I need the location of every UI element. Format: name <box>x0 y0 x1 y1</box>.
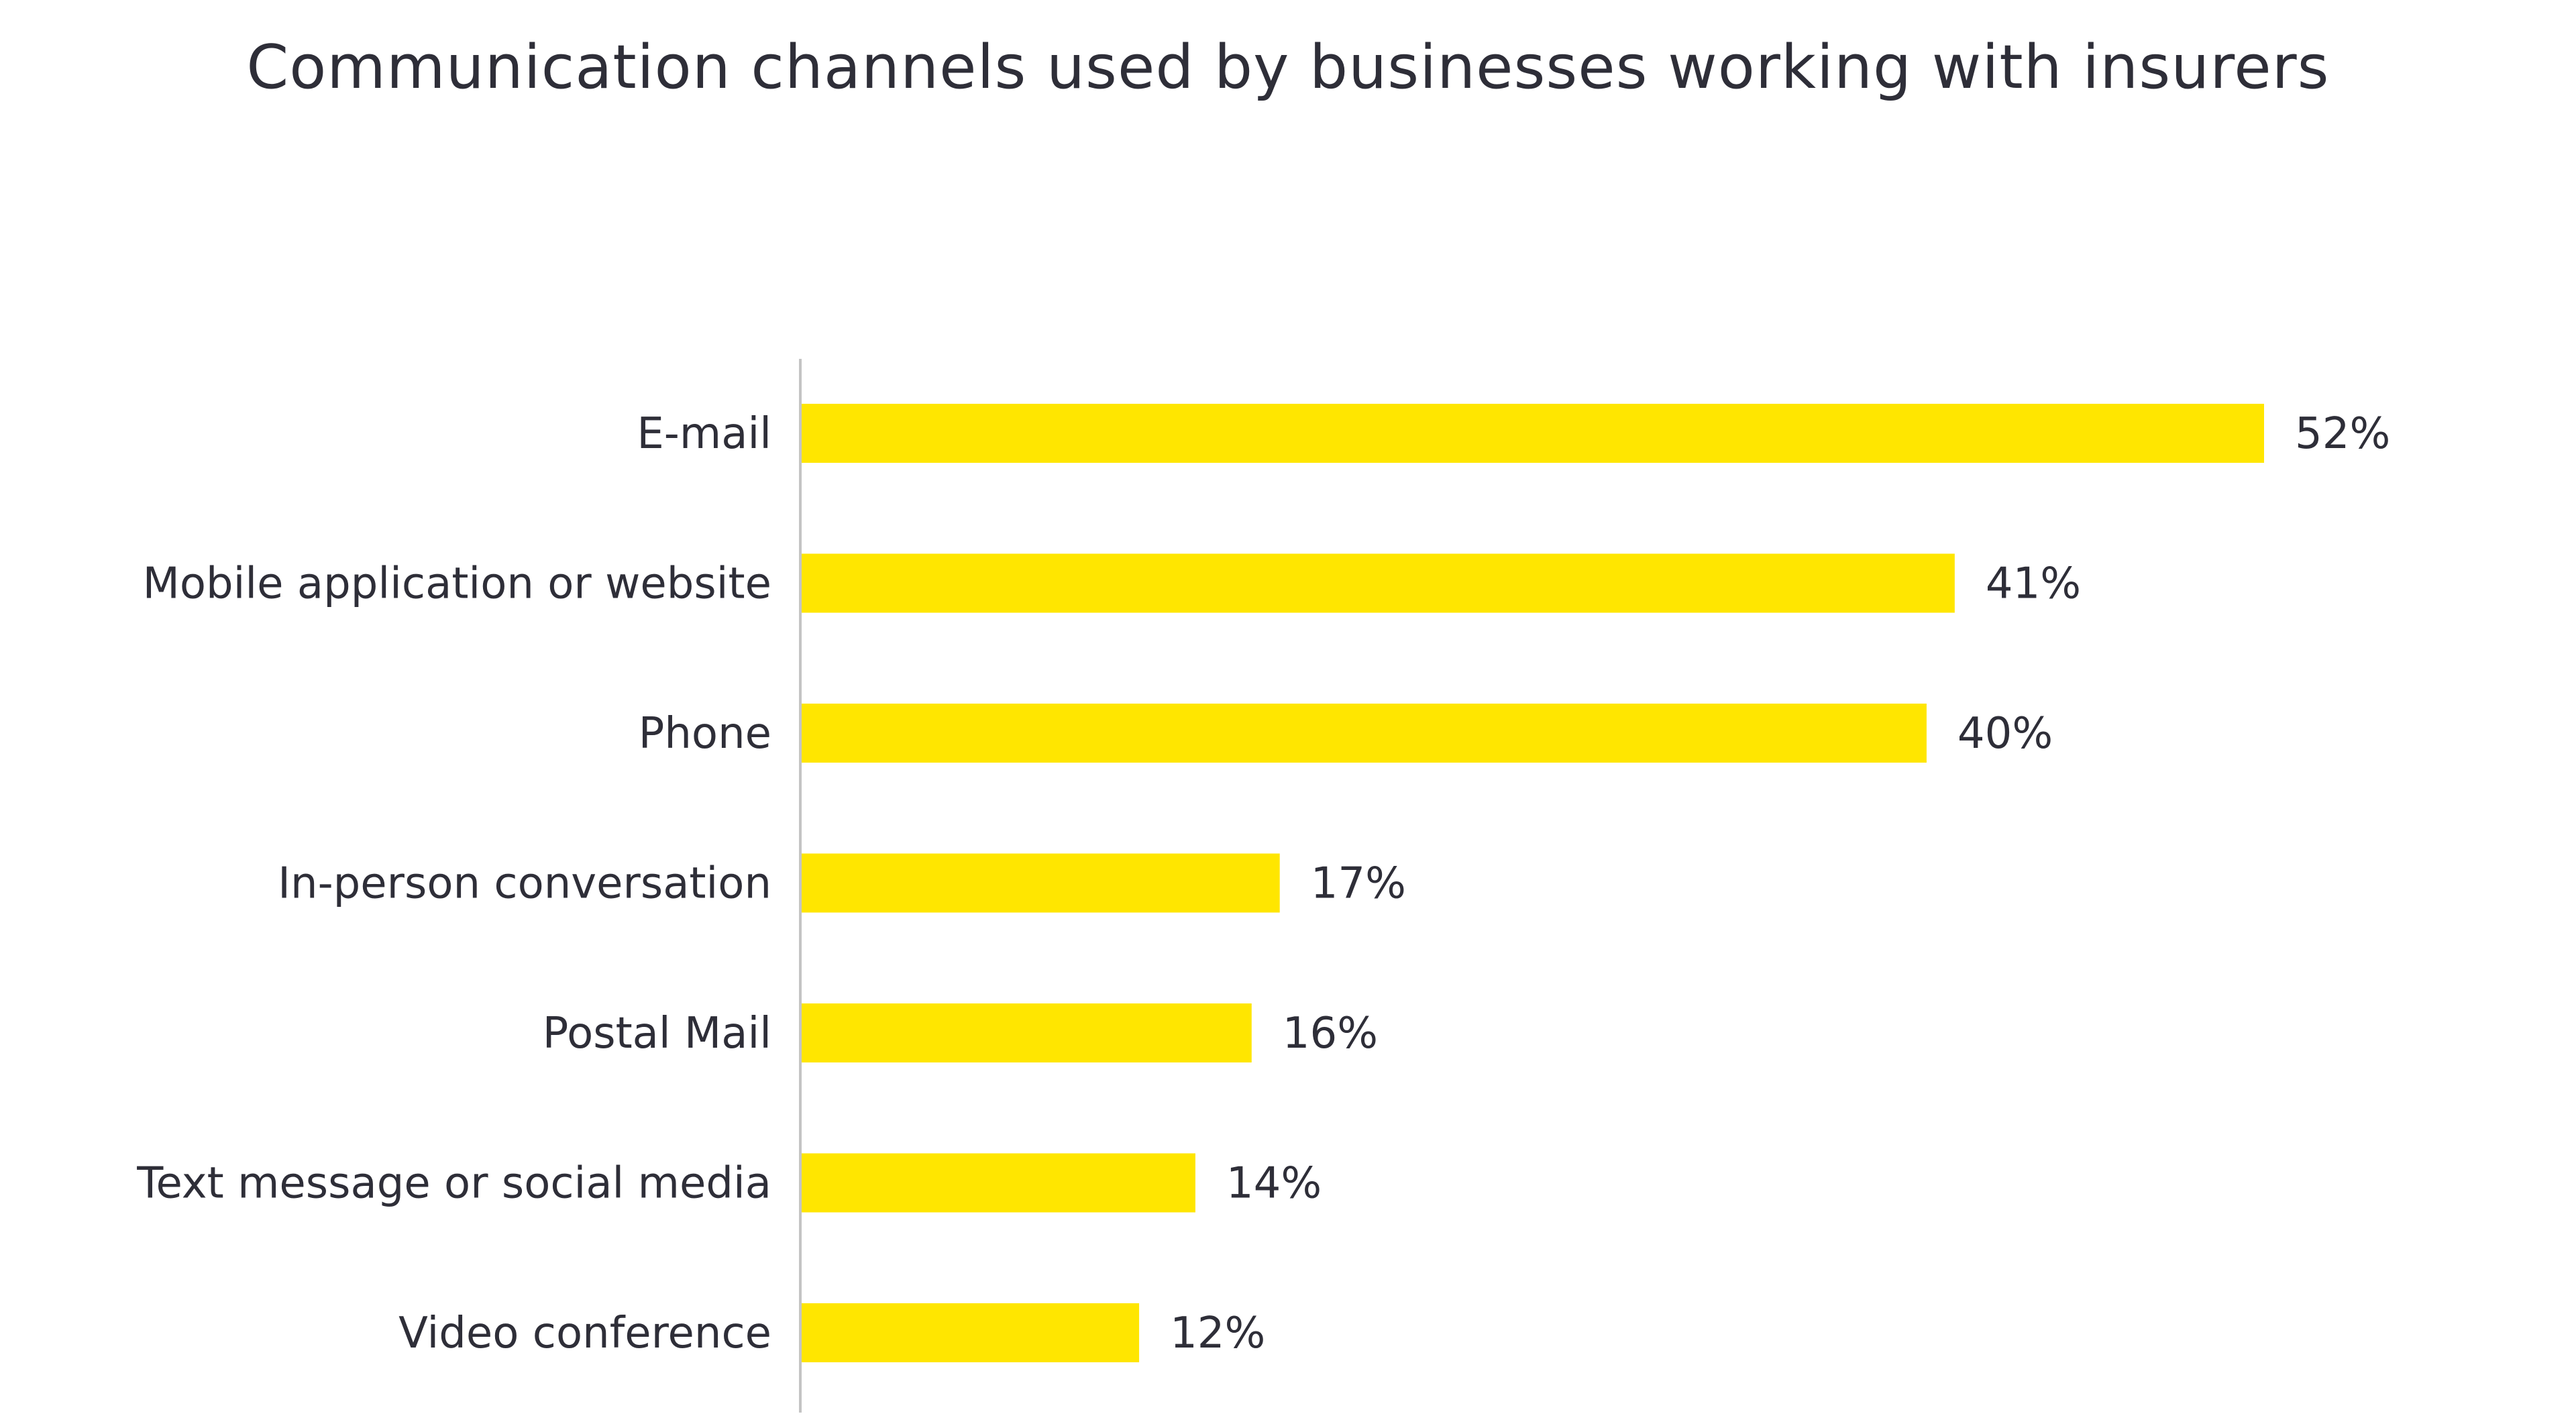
bar <box>802 1303 1140 1362</box>
value-label: 16% <box>1283 1009 1378 1058</box>
bar <box>802 704 1927 763</box>
value-label: 17% <box>1311 859 1406 909</box>
chart-title: Communication channels used by businesse… <box>246 32 2330 103</box>
category-label: Postal Mail <box>543 1009 771 1058</box>
bar <box>802 853 1280 913</box>
bar <box>802 1003 1252 1062</box>
category-label: Mobile application or website <box>143 559 771 609</box>
bars-group: E-mail 52% Mobile application or website 41… <box>136 404 2390 1362</box>
category-label: Video conference <box>398 1309 771 1358</box>
value-label: 52% <box>2295 409 2390 459</box>
category-label: Text message or social media <box>136 1159 771 1209</box>
category-label: Phone <box>639 709 771 759</box>
value-label: 41% <box>1986 559 2081 609</box>
bar <box>802 553 1955 613</box>
bar <box>802 1153 1195 1213</box>
value-label: 12% <box>1170 1309 1265 1358</box>
category-label: In-person conversation <box>278 859 771 909</box>
bar <box>802 404 2264 463</box>
value-label: 14% <box>1226 1159 1322 1209</box>
category-label: E-mail <box>637 409 771 459</box>
value-label: 40% <box>1957 709 2053 759</box>
